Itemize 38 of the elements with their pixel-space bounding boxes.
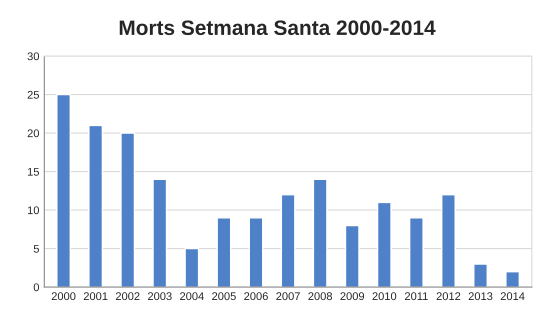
x-tick-label: 2010 [372,292,396,300]
x-tick-label: 2008 [308,292,332,300]
bar [376,202,392,288]
bar [408,217,424,288]
x-tick-label: 2000 [52,292,76,300]
bar [184,248,200,288]
y-tick-label: 20 [28,129,40,138]
x-tick-label: 2006 [244,292,268,300]
x-tick-label: 2001 [84,292,108,300]
bar [120,132,136,288]
bar [473,263,488,288]
x-tick-label: 2007 [276,292,300,300]
x-tick-label: 2003 [148,292,172,300]
bar [216,217,232,288]
bar [248,217,264,288]
x-tick-label: 2005 [212,292,236,300]
bar [56,94,71,288]
y-tick-label: 10 [28,206,40,214]
bar [88,124,104,288]
y-tick-label: 5 [34,244,39,253]
bar [280,194,296,288]
y-tick-label: 30 [28,52,40,60]
bar [441,194,456,288]
bar [152,178,168,288]
y-tick-label: 25 [28,90,39,99]
y-tick-label: 15 [28,168,39,176]
x-tick-label: 2004 [180,292,204,300]
x-tick-label: 2011 [404,292,428,300]
bar [312,178,328,288]
x-tick-label: 2014 [500,292,525,300]
x-tick-label: 2009 [340,292,364,300]
x-tick-label: 2013 [468,292,492,300]
x-tick-label: 2012 [436,292,460,300]
x-tick-label: 2002 [116,292,140,300]
chart-title: Morts Setmana Santa 2000-2014 [120,20,436,36]
bar [344,224,360,288]
y-tick-label: 0 [34,283,40,292]
bar [505,271,520,288]
